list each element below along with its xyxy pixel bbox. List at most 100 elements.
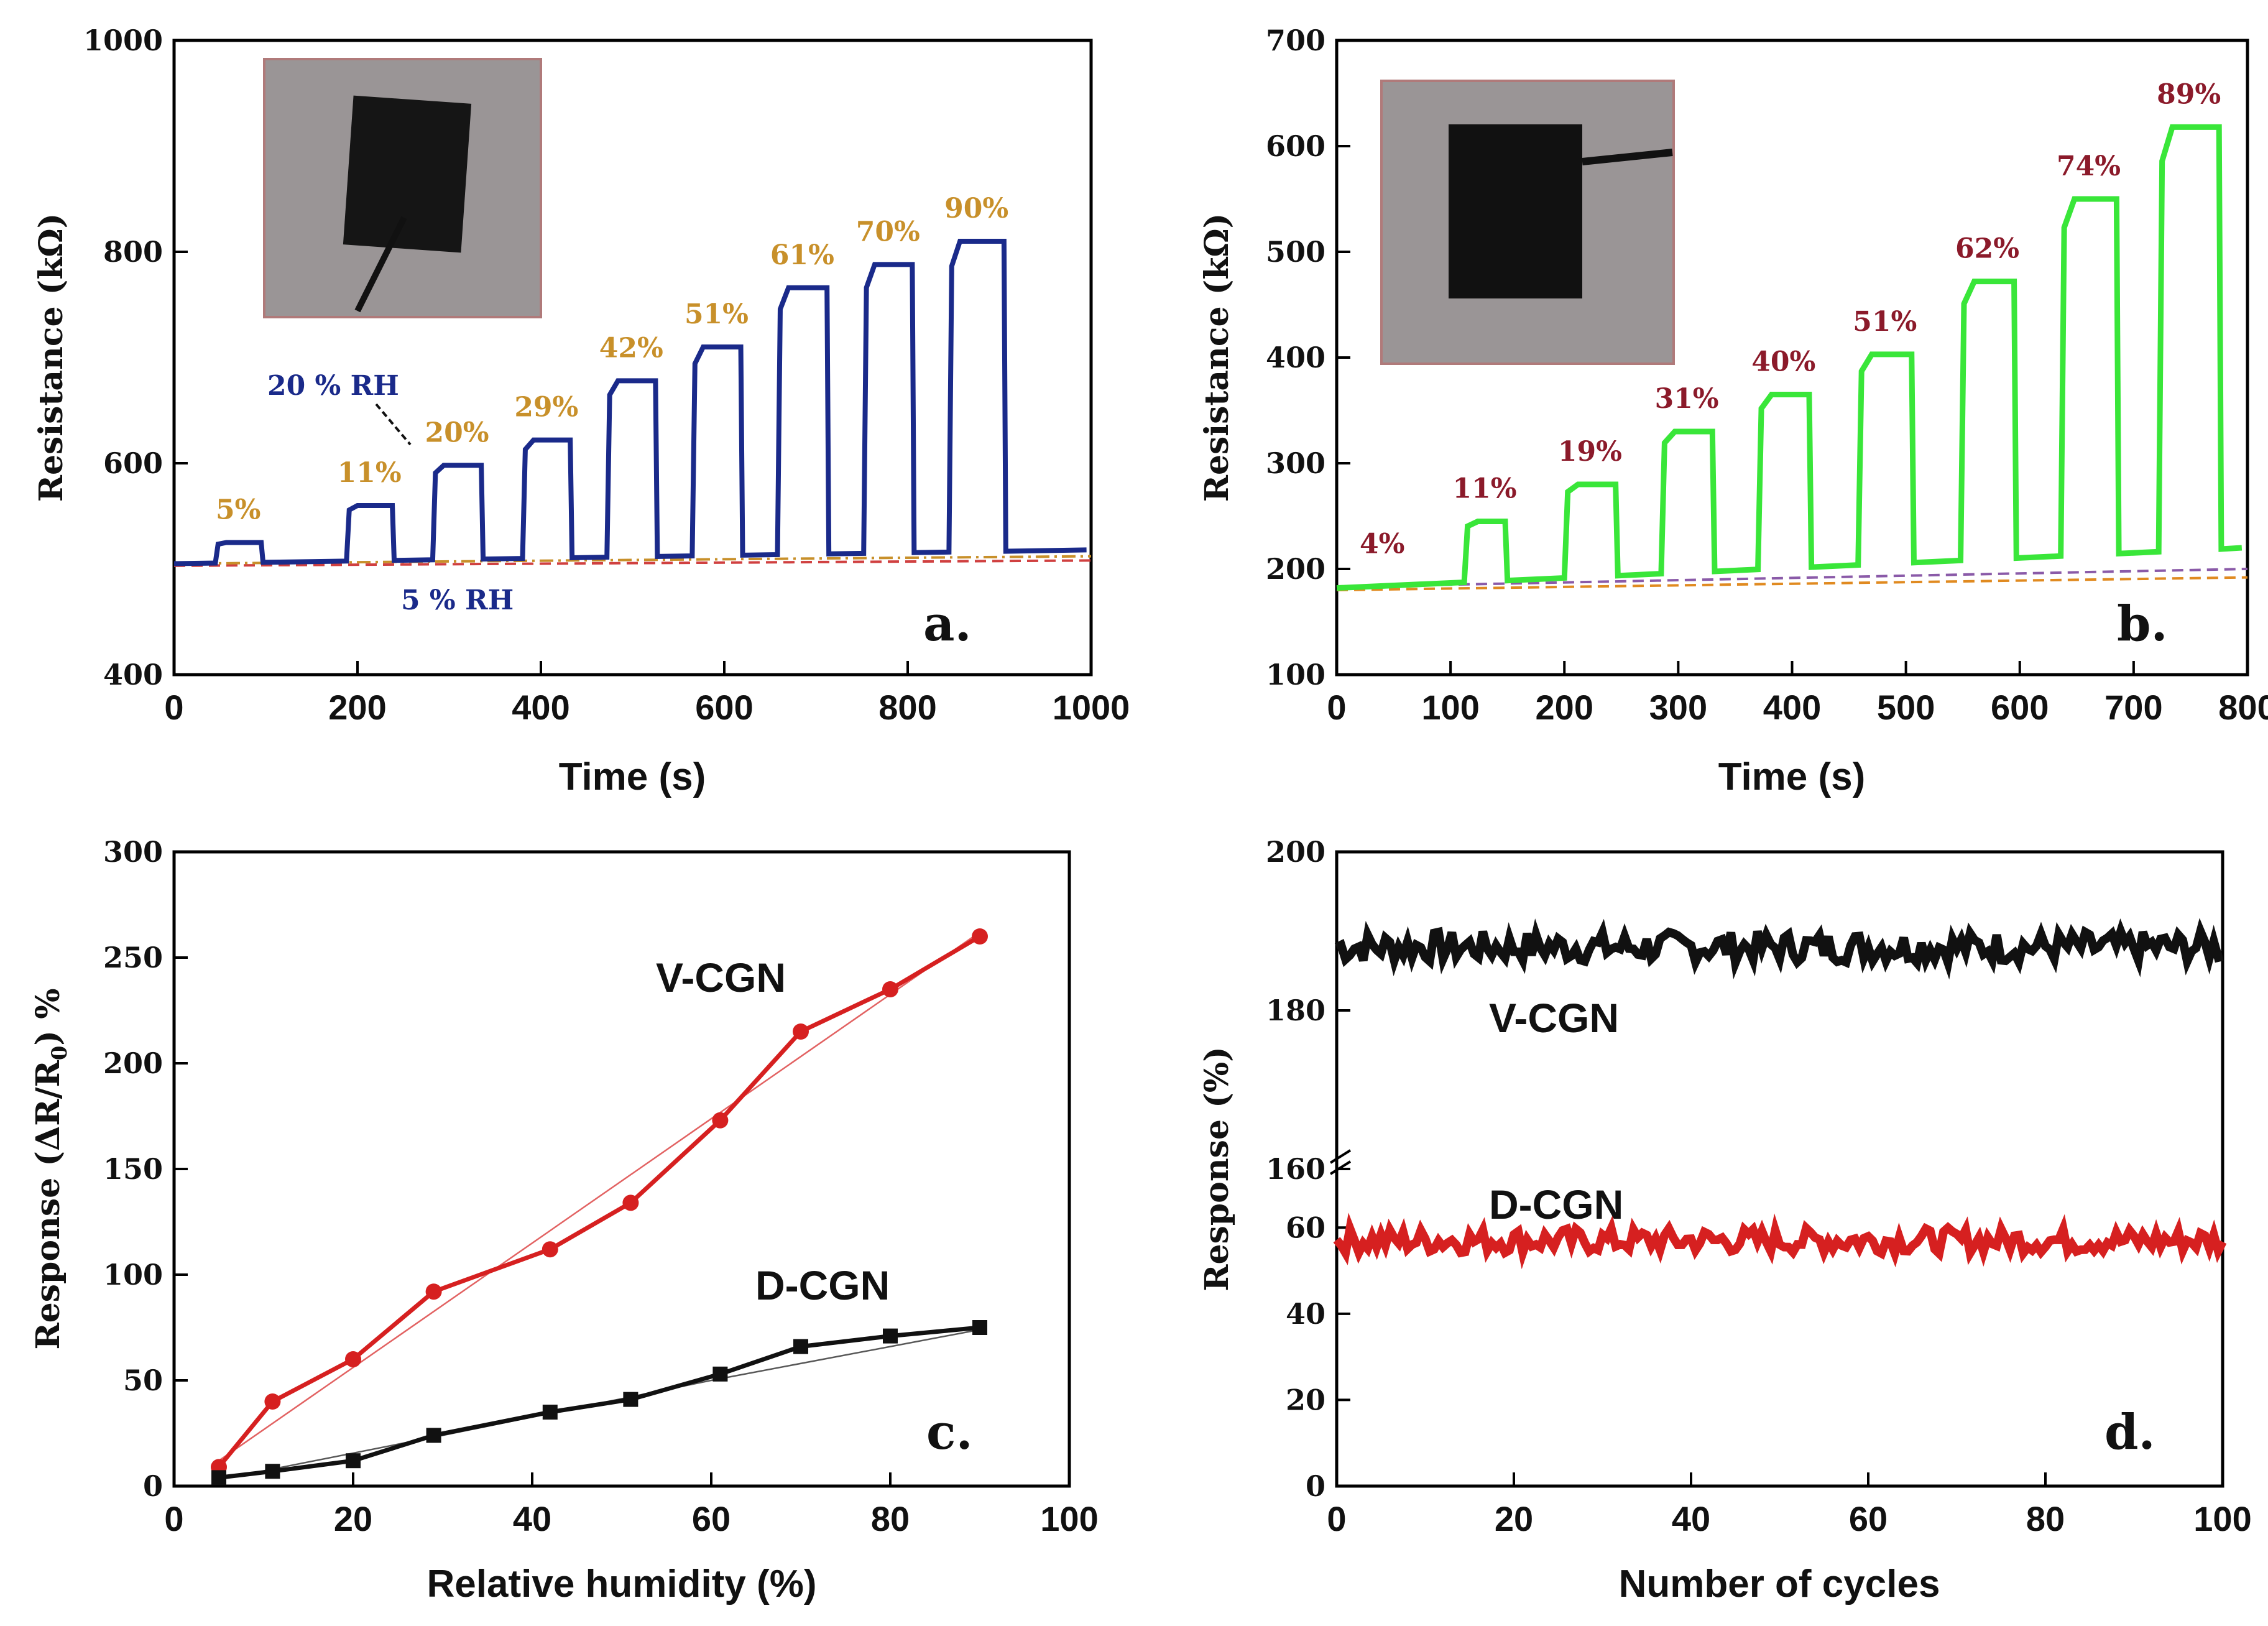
panel-a-ticks: 0 200 400 600 800 1000 400 600 800 1000 — [83, 24, 1130, 727]
x-tick-label: 800 — [878, 688, 936, 727]
y-tick-label: 160 — [1266, 1152, 1325, 1186]
humidity-label: 20% — [425, 417, 489, 448]
y-tick-label: 100 — [103, 1258, 163, 1291]
x-tick-label: 400 — [512, 688, 569, 727]
x-tick-label: 40 — [1672, 1499, 1710, 1538]
y-tick-label: 500 — [1266, 235, 1325, 269]
humidity-label: 11% — [338, 457, 402, 489]
d-cgn-point — [265, 1464, 280, 1479]
panel-b-inset-photo — [1380, 80, 1675, 365]
x-tick-label: 20 — [1495, 1499, 1533, 1538]
y-tick-label: 800 — [103, 235, 163, 269]
y-tick-label: 60 — [1286, 1211, 1325, 1244]
y-tick-label: 180 — [1266, 994, 1325, 1027]
panel-b-ylabel: Resistance (kΩ) — [1198, 213, 1236, 502]
panel-a-reference-lines — [173, 555, 1092, 567]
y-tick-label: 0 — [143, 1469, 163, 1503]
x-tick-label: 200 — [1536, 688, 1593, 727]
humidity-label: 42% — [599, 332, 663, 364]
humidity-label: 31% — [1655, 383, 1719, 415]
humidity-label: 90% — [944, 193, 1008, 224]
v-cgn-point — [264, 1393, 281, 1410]
panel-d-letter: d. — [2104, 1404, 2155, 1461]
panel-a-annotation-5rh: 5 % RH — [401, 584, 514, 616]
panel-a-frame — [172, 39, 1093, 677]
panel-b-ticks: 0 100 200 300 400 500 600 700 800100200300400500… — [1266, 24, 2268, 727]
panel-a-inset-photo — [263, 58, 542, 318]
x-tick-label: 0 — [1327, 688, 1346, 727]
y-tick-label: 300 — [1266, 446, 1325, 480]
humidity-label: 51% — [685, 298, 749, 330]
panel-d-ticks: 0 20 40 60 80 100 0 20 40 60 160 180 200 — [1266, 835, 2252, 1538]
panel-c-letter: c. — [926, 1404, 973, 1461]
panel-c-ticks: 0 20 40 60 80 100 0 50 100 150 200 250 300 — [103, 835, 1099, 1538]
d-cgn-point — [972, 1320, 987, 1335]
panel-c-ylabel-tail: ) % — [29, 988, 67, 1045]
panel-d-label-dcgn: D-CGN — [1489, 1181, 1623, 1227]
panel-b: 0 100 200 300 400 500 600 700 800100200300400500… — [1198, 24, 2268, 798]
panel-c-series — [211, 928, 988, 1485]
x-tick-label: 0 — [164, 1499, 183, 1538]
y-tick-label: 250 — [103, 941, 163, 974]
panel-a: 0 200 400 600 800 1000 400 600 800 1000 5% 11% 20% 2… — [32, 24, 1130, 798]
x-tick-label: 40 — [513, 1499, 551, 1538]
y-tick-label: 400 — [103, 658, 163, 691]
humidity-label: 4% — [1360, 529, 1404, 560]
panel-c-xlabel: Relative humidity (%) — [427, 1563, 817, 1605]
panel-d-label-vcgn: V-CGN — [1489, 995, 1619, 1041]
humidity-label: 70% — [856, 216, 920, 247]
panel-d-axis-break — [1329, 1149, 1352, 1175]
panel-c-label-vcgn: V-CGN — [656, 954, 786, 1000]
x-tick-label: 80 — [871, 1499, 910, 1538]
y-tick-label: 200 — [1266, 835, 1325, 869]
panel-a-annotation-20rh: 20 % RH — [267, 370, 399, 402]
d-cgn-point — [211, 1470, 226, 1485]
d-cgn-point — [542, 1405, 558, 1420]
reference-line — [173, 555, 1092, 565]
y-tick-label: 50 — [123, 1364, 163, 1397]
panel-c: 0 20 40 60 80 100 0 50 100 150 200 250 300 V-CGN D-C… — [29, 835, 1099, 1605]
x-tick-label: 300 — [1649, 688, 1707, 727]
d-cgn-point — [793, 1339, 808, 1354]
panel-b-reference-lines — [1336, 568, 2248, 591]
v-cgn-point — [622, 1194, 639, 1211]
panel-d-xlabel: Number of cycles — [1619, 1563, 1940, 1605]
panel-c-label-dcgn: D-CGN — [755, 1262, 890, 1308]
humidity-label: 74% — [2057, 150, 2121, 182]
panel-a-annotation-arrow — [375, 403, 412, 446]
v-cgn-line — [217, 934, 981, 1469]
v-cgn-point — [542, 1241, 558, 1258]
x-tick-label: 100 — [1040, 1499, 1098, 1538]
d-cgn-point — [623, 1392, 638, 1407]
panel-a-humidity-labels: 5% 11% 20% 29% 42% 51% 61% 70% 90% — [216, 193, 1008, 526]
panel-b-humidity-labels: 4% 11% 19% 31% 40% 51% 62% 74% 89% — [1360, 78, 2221, 560]
x-tick-label: 0 — [164, 688, 183, 727]
x-tick-label: 200 — [328, 688, 386, 727]
x-tick-label: 500 — [1877, 688, 1935, 727]
y-tick-label: 20 — [1286, 1383, 1325, 1416]
humidity-label: 51% — [1853, 306, 1917, 338]
v-cgn-point — [793, 1023, 809, 1040]
v-cgn-point — [972, 928, 988, 945]
humidity-label: 61% — [770, 239, 834, 271]
v-cgn-point — [345, 1351, 361, 1367]
humidity-label: 89% — [2157, 78, 2221, 110]
panel-b-letter: b. — [2117, 596, 2168, 652]
x-tick-label: 800 — [2218, 688, 2268, 727]
panel-a-ylabel: Resistance (kΩ) — [32, 213, 70, 502]
panel-a-letter: a. — [923, 596, 972, 652]
x-tick-label: 60 — [692, 1499, 731, 1538]
panel-b-xlabel: Time (s) — [1718, 755, 1866, 798]
v-cgn-response-line — [1334, 918, 2224, 980]
x-tick-label: 1000 — [1053, 688, 1130, 727]
panel-a-xlabel: Time (s) — [559, 755, 706, 798]
panel-a-resistance-curve — [173, 239, 1087, 566]
panel-c-ylabel: Response (ΔR/R0) % — [29, 988, 72, 1349]
humidity-label: 5% — [216, 494, 260, 526]
x-tick-label: 20 — [334, 1499, 372, 1538]
y-tick-label: 40 — [1286, 1297, 1325, 1331]
y-tick-label: 0 — [1306, 1469, 1325, 1503]
y-tick-label: 1000 — [83, 24, 163, 57]
x-tick-label: 100 — [1421, 688, 1479, 727]
